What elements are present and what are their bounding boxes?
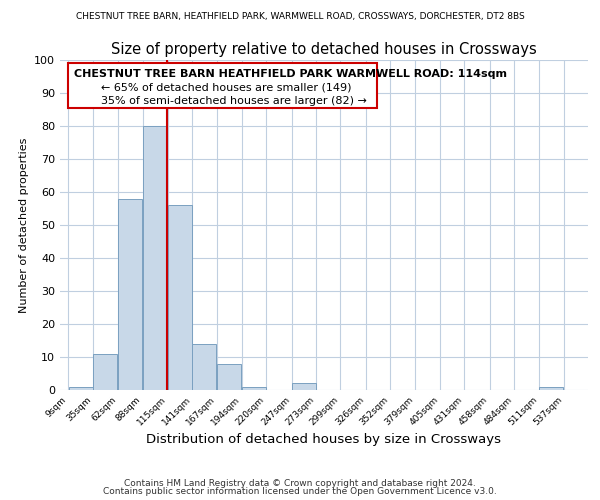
Text: CHESTNUT TREE BARN HEATHFIELD PARK WARMWELL ROAD: 114sqm: CHESTNUT TREE BARN HEATHFIELD PARK WARMW… (74, 69, 507, 79)
Text: Contains public sector information licensed under the Open Government Licence v3: Contains public sector information licen… (103, 487, 497, 496)
Y-axis label: Number of detached properties: Number of detached properties (19, 138, 29, 312)
Bar (118, 198, 142, 390)
Text: Contains HM Land Registry data © Crown copyright and database right 2024.: Contains HM Land Registry data © Crown c… (124, 478, 476, 488)
Bar (93, 354, 117, 390)
Title: Size of property relative to detached houses in Crossways: Size of property relative to detached ho… (111, 42, 537, 58)
Bar (217, 364, 241, 390)
Bar (539, 386, 563, 390)
Bar (68, 386, 92, 390)
Text: ← 65% of detached houses are smaller (149): ← 65% of detached houses are smaller (14… (101, 82, 351, 92)
FancyBboxPatch shape (68, 64, 377, 108)
Text: 35% of semi-detached houses are larger (82) →: 35% of semi-detached houses are larger (… (101, 96, 367, 106)
Bar (193, 344, 217, 390)
Bar (143, 126, 167, 390)
X-axis label: Distribution of detached houses by size in Crossways: Distribution of detached houses by size … (146, 432, 502, 446)
Text: CHESTNUT TREE BARN, HEATHFIELD PARK, WARMWELL ROAD, CROSSWAYS, DORCHESTER, DT2 8: CHESTNUT TREE BARN, HEATHFIELD PARK, WAR… (76, 12, 524, 22)
Bar (168, 205, 192, 390)
Bar (242, 386, 266, 390)
Bar (292, 384, 316, 390)
